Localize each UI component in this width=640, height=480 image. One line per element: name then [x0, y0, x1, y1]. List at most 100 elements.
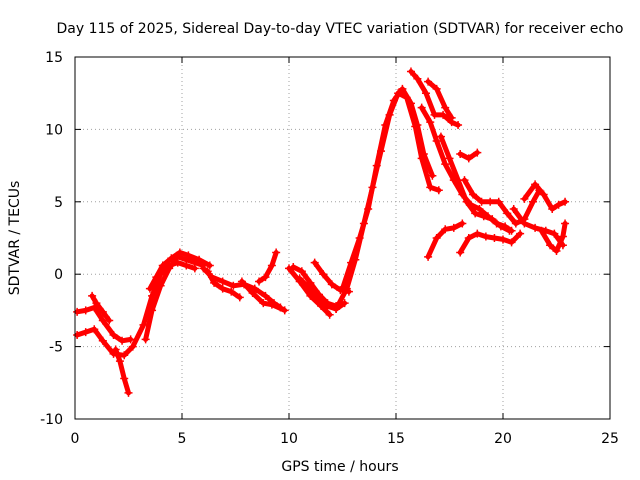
series-s18-point — [447, 113, 456, 122]
series-s6-point — [167, 254, 176, 263]
series-s22-point — [528, 197, 537, 206]
series-s4-point — [115, 357, 124, 366]
x-tick-label: 15 — [387, 431, 405, 447]
series-s19-point — [432, 136, 441, 145]
series-s16-point — [419, 150, 428, 159]
series-s13-point — [323, 302, 332, 311]
series-s2-point — [139, 320, 148, 329]
series-s16-point — [355, 234, 364, 242]
series-s3-point — [92, 299, 101, 308]
series-s4-point — [124, 388, 133, 397]
series-s16-point — [398, 84, 407, 93]
series-s3-trace — [89, 293, 112, 323]
series-s19-point — [441, 160, 450, 169]
series-s19-point — [475, 205, 484, 214]
series-s1-point — [73, 307, 82, 316]
series-s16-point — [389, 96, 398, 105]
series-s6-point — [158, 261, 167, 270]
series-s26-point — [561, 197, 570, 206]
series-s26-point — [554, 200, 563, 209]
y-axis-label: SDTVAR / TECUs — [7, 181, 23, 296]
x-tick-label: 5 — [178, 431, 187, 447]
series-s8-point — [210, 278, 219, 287]
y-tick-label: 5 — [54, 195, 63, 211]
x-tick-label: 25 — [601, 431, 619, 447]
series-s10-point — [255, 277, 264, 286]
series-s5-point — [165, 264, 174, 273]
series-s14-point — [327, 280, 336, 289]
series-s27-point — [546, 241, 555, 250]
series-s17-point — [413, 74, 422, 83]
series-s23-point — [449, 223, 458, 232]
series-s23-point — [458, 219, 467, 228]
series-s20-point — [479, 212, 488, 221]
series-s7-point — [229, 281, 238, 290]
series-s3-point — [88, 291, 97, 300]
grid-layer — [75, 57, 610, 419]
series-s25-trace — [511, 206, 566, 248]
series-s23-point — [441, 225, 450, 234]
series-s6-point — [152, 273, 161, 282]
series-s22-point — [503, 209, 512, 218]
series-s24-point — [499, 235, 507, 244]
series-s24-point — [464, 234, 473, 242]
series-s4-point — [120, 374, 129, 383]
series-s1-point — [109, 331, 118, 340]
series-s13-point — [295, 274, 304, 283]
series-s18-point — [441, 103, 450, 112]
series-s20-point — [505, 226, 514, 235]
series-s22-point — [486, 197, 495, 206]
series-s18-point — [432, 84, 441, 93]
series-s6-point — [175, 248, 184, 257]
series-s2-point — [128, 342, 137, 351]
series-s16-point — [381, 121, 390, 130]
series-s2-point — [98, 336, 107, 345]
series-s15-point — [426, 183, 435, 192]
series-s7-point — [250, 284, 259, 293]
series-s22-point — [469, 190, 478, 199]
series-s24-point — [490, 234, 499, 242]
series-s26-point — [539, 190, 548, 199]
x-tick-label: 20 — [494, 431, 512, 447]
series-s4-point — [111, 345, 120, 354]
plot-frame — [74, 56, 611, 420]
series-s6-point — [145, 284, 154, 293]
series-s22-point — [477, 197, 486, 206]
series-s12-point — [306, 278, 315, 287]
series-s16-point — [347, 258, 356, 267]
series-s19-point — [417, 103, 426, 112]
series-s7-point — [261, 291, 270, 300]
series-s24-point — [507, 238, 516, 247]
series-s8-point — [235, 293, 244, 302]
chart-title: Day 115 of 2025, Sidereal Day-to-day VTE… — [57, 21, 624, 37]
series-s13-point — [312, 293, 321, 302]
series-s22-trace — [462, 177, 542, 226]
series-s17-point — [454, 121, 463, 130]
series-s10-trace — [256, 250, 279, 284]
series-s3-point — [105, 316, 114, 325]
series-s17-point — [439, 110, 448, 119]
series-s23-point — [432, 234, 441, 242]
series-s22-point — [460, 176, 469, 185]
series-s7-point — [218, 277, 227, 286]
series-s24-point — [516, 229, 525, 238]
series-s9-point — [259, 299, 268, 308]
series-s26-point — [520, 194, 529, 203]
series-s20-point — [462, 197, 471, 206]
series-s8-point — [218, 284, 227, 293]
series-layer — [73, 67, 570, 397]
series-s6-point — [184, 251, 193, 260]
series-s2-point — [90, 325, 99, 334]
series-s14-point — [310, 258, 319, 267]
x-axis-label: GPS time / hours — [281, 459, 398, 475]
x-tick-label: 10 — [280, 431, 298, 447]
series-s15-point — [332, 304, 341, 313]
series-s8-point — [227, 287, 236, 296]
series-s16-point — [406, 99, 415, 108]
series-s22-point — [511, 219, 520, 228]
series-s16-point — [428, 171, 437, 180]
series-s8-point — [203, 267, 212, 276]
y-tick-label: -10 — [40, 412, 63, 428]
series-s24-point — [481, 232, 490, 241]
